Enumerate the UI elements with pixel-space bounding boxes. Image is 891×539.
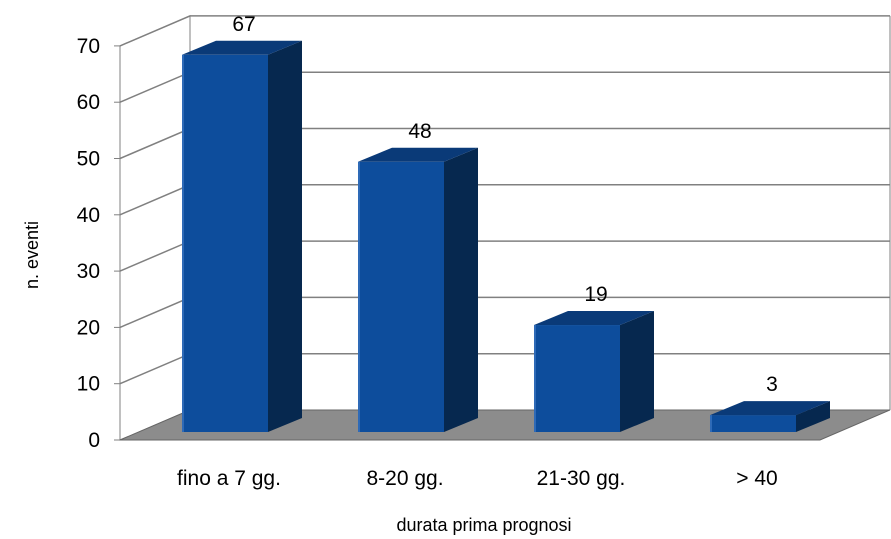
y-tick-labels: 0 10 20 30 40 50 60 70	[77, 35, 100, 452]
bar-top	[358, 147, 478, 162]
x-axis-title: durata prima prognosi	[396, 515, 571, 535]
data-labels: 67 48 19 3	[232, 13, 778, 396]
bar-side	[444, 147, 478, 432]
gridline	[119, 15, 890, 47]
bar	[534, 325, 620, 432]
bars	[182, 40, 830, 432]
y-tick-label: 40	[77, 204, 100, 227]
y-tick-label: 20	[77, 316, 100, 339]
bar-top	[710, 401, 830, 416]
y-axis-title: n. eventi	[22, 221, 42, 289]
bar-side	[268, 40, 302, 432]
data-label: 3	[766, 373, 778, 396]
data-label: 19	[584, 283, 607, 306]
y-tick-label: 50	[77, 148, 100, 171]
data-label: 67	[232, 13, 255, 36]
bar-top	[182, 40, 302, 55]
chart-floor	[119, 409, 891, 441]
bar	[182, 54, 268, 432]
y-tick-label: 30	[77, 260, 100, 283]
bar-top	[534, 311, 654, 326]
bar	[358, 161, 444, 432]
left-wall	[119, 15, 191, 441]
x-tick-label: 21-30 gg.	[537, 467, 626, 490]
floor-plane	[119, 409, 891, 441]
y-tick-label: 10	[77, 373, 100, 396]
bar-side	[796, 401, 830, 432]
data-label: 48	[408, 120, 431, 143]
x-tick-label: fino a 7 gg.	[177, 467, 281, 490]
y-tick-label: 60	[77, 91, 100, 114]
bar-side	[620, 311, 654, 432]
x-tick-labels: fino a 7 gg. 8-20 gg. 21-30 gg. > 40	[177, 467, 778, 490]
x-tick-label: > 40	[736, 467, 777, 490]
y-tick-label: 0	[88, 429, 100, 452]
bar	[710, 415, 796, 432]
y-tick-label: 70	[77, 35, 100, 58]
x-tick-label: 8-20 gg.	[366, 467, 443, 490]
